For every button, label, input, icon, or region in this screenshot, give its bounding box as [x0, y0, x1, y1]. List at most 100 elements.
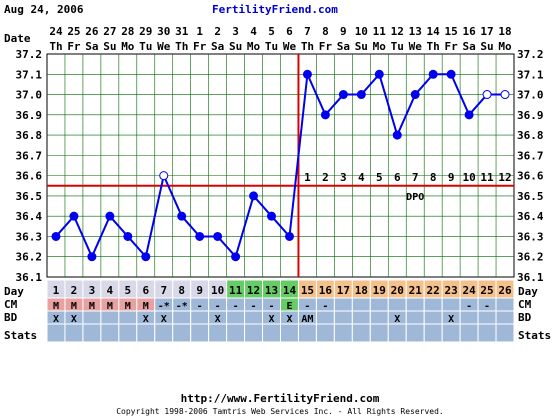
- temperature-point-open: [159, 171, 169, 181]
- stats-cell: [172, 323, 192, 343]
- temperature-point: [338, 90, 348, 100]
- bd-cell: [333, 310, 353, 325]
- weekday-label: Su: [103, 40, 116, 53]
- bd-cell: [82, 310, 102, 325]
- weekday-label: Th: [427, 40, 440, 53]
- temperature-point: [284, 231, 294, 241]
- footer-url[interactable]: http://www.FertilityFriend.com: [180, 392, 380, 405]
- dpo-number: 12: [498, 171, 511, 184]
- stats-cell: [262, 323, 281, 343]
- day-row-label-right: Day: [518, 285, 538, 298]
- temperature-point: [320, 110, 330, 120]
- bd-cell: [118, 310, 138, 325]
- dpo-number: 1: [304, 171, 311, 184]
- dpo-number: 9: [448, 171, 455, 184]
- cm-entry: -: [322, 301, 328, 312]
- stats-cell: [369, 323, 389, 343]
- date-number: 11: [373, 25, 387, 38]
- brand-title[interactable]: FertilityFriend.com: [212, 3, 338, 16]
- temperature-point: [87, 252, 97, 262]
- day-number: 26: [498, 284, 512, 297]
- stats-cell: [118, 323, 138, 343]
- date-number: 17: [480, 25, 493, 38]
- stats-cell: [315, 323, 335, 343]
- bd-entry: X: [448, 314, 454, 325]
- dpo-number: 5: [376, 171, 383, 184]
- temperature-point: [51, 231, 61, 241]
- cm-cell: [423, 297, 443, 312]
- dpo-number: 7: [412, 171, 419, 184]
- cm-entry: M: [143, 301, 149, 312]
- day-number: 21: [409, 284, 423, 297]
- day-number: 10: [211, 284, 224, 297]
- weekday-label: Fr: [445, 40, 459, 53]
- y-tick-label-right: 36.3: [517, 230, 544, 243]
- cm-row-label-right: CM: [518, 298, 532, 311]
- bd-entry: X: [53, 314, 59, 325]
- date-number: 10: [355, 25, 368, 38]
- date-number: 9: [340, 25, 347, 38]
- cm-entry: -*: [158, 301, 170, 312]
- y-tick-label-left: 37.1: [16, 68, 43, 81]
- bd-cell: [172, 310, 192, 325]
- temperature-point: [69, 211, 79, 221]
- chart-date: Aug 24, 2006: [4, 3, 84, 16]
- cm-entry: M: [71, 301, 77, 312]
- cm-cell: [441, 297, 461, 312]
- day-number: 22: [427, 284, 440, 297]
- day-number: 12: [247, 284, 260, 297]
- y-tick-label-right: 36.8: [517, 129, 544, 142]
- stats-cell: [351, 323, 371, 343]
- cm-cell: [351, 297, 371, 312]
- cm-entry: M: [125, 301, 131, 312]
- cm-cell: [387, 297, 407, 312]
- cm-entry: -: [251, 301, 257, 312]
- cm-cell: [405, 297, 425, 312]
- cm-entry: M: [89, 301, 95, 312]
- y-tick-label-left: 36.2: [16, 251, 43, 264]
- date-number: 14: [427, 25, 441, 38]
- y-tick-label-left: 36.4: [16, 210, 43, 223]
- day-number: 23: [445, 284, 458, 297]
- stats-cell: [441, 323, 461, 343]
- weekday-label: Th: [49, 40, 62, 53]
- y-tick-label-right: 36.1: [517, 271, 544, 284]
- bd-row-label: BD: [4, 311, 18, 324]
- stats-cell: [82, 323, 102, 343]
- day-number: 13: [265, 284, 278, 297]
- date-number: 24: [49, 25, 63, 38]
- temperature-point: [249, 191, 259, 201]
- day-number: 20: [391, 284, 404, 297]
- day-row-label: Day: [4, 285, 24, 298]
- weekday-label: Su: [355, 40, 368, 53]
- temperature-point-open: [482, 90, 492, 100]
- cm-entry: E: [286, 301, 292, 312]
- date-number: 5: [268, 25, 275, 38]
- date-number: 25: [67, 25, 80, 38]
- y-tick-label-right: 36.6: [517, 170, 544, 183]
- date-number: 31: [175, 25, 189, 38]
- y-tick-label-left: 36.7: [16, 149, 43, 162]
- temperature-point: [141, 252, 151, 262]
- day-number: 16: [319, 284, 333, 297]
- stats-cell: [190, 323, 210, 343]
- stats-cell: [477, 323, 497, 343]
- date-number: 28: [121, 25, 134, 38]
- stats-cell: [333, 323, 353, 343]
- y-tick-label-right: 37.1: [517, 68, 544, 81]
- cm-entry: -: [233, 301, 239, 312]
- dpo-number: 11: [480, 171, 494, 184]
- temperature-point-open: [500, 90, 510, 100]
- bd-cell: [315, 310, 335, 325]
- day-number: 9: [196, 284, 203, 297]
- day-number: 4: [107, 284, 114, 297]
- day-number: 6: [142, 284, 149, 297]
- stats-cell: [280, 323, 299, 343]
- stats-cell: [423, 323, 443, 343]
- y-tick-label-left: 37.2: [16, 48, 43, 61]
- stats-cell: [64, 323, 84, 343]
- weekday-label: Fr: [67, 40, 81, 53]
- bd-entry: AM: [301, 314, 313, 325]
- weekday-label: Sa: [211, 40, 224, 53]
